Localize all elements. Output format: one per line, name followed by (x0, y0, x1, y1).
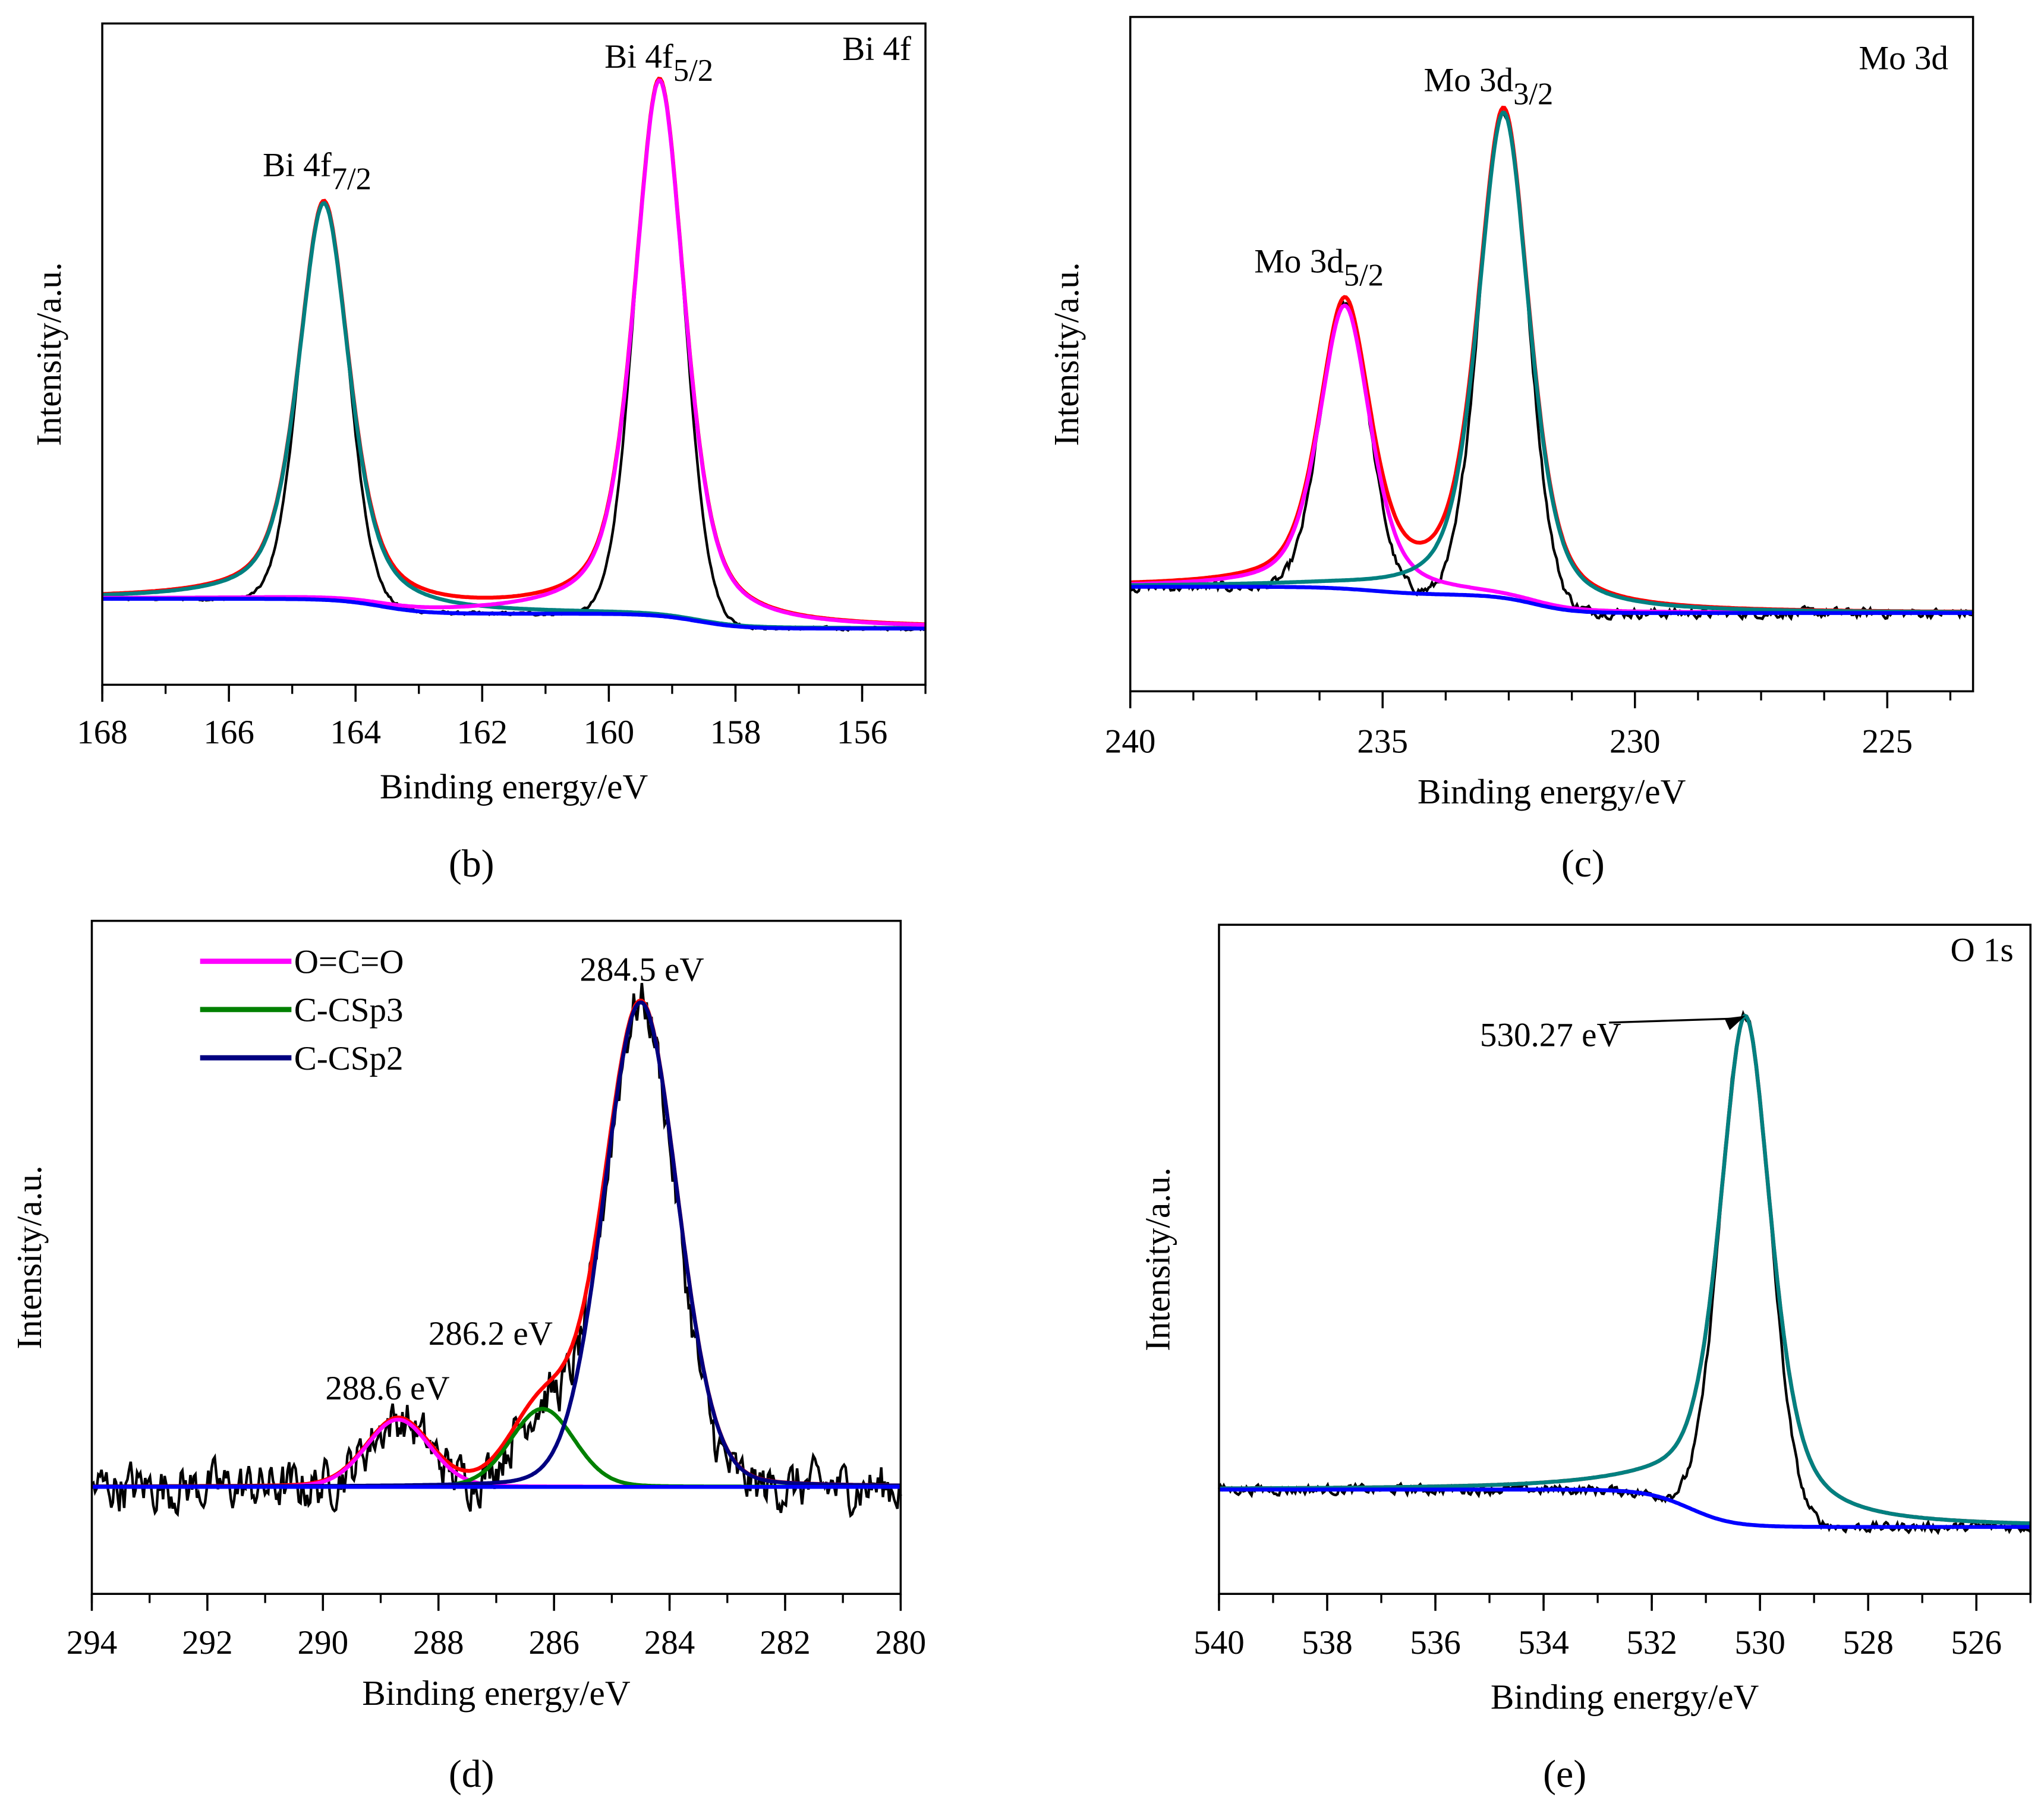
y-axis-title: Intensity/a.u. (1138, 1168, 1177, 1351)
x-tick-label: 526 (1951, 1624, 2002, 1661)
y-axis-title: Intensity/a.u. (1047, 262, 1086, 446)
peak-label: 530.27 eV (1480, 1016, 1621, 1054)
x-tick-label: 294 (67, 1624, 118, 1661)
x-axis-title: Binding energy/eV (362, 1673, 631, 1713)
plot-frame (1129, 15, 1974, 693)
x-tick-label: 230 (1610, 723, 1661, 760)
x-tick-label: 225 (1862, 723, 1913, 760)
x-tick-label: 158 (710, 714, 761, 751)
peak-label-subscript: 3/2 (1513, 77, 1553, 112)
peak-label-subscript: 7/2 (332, 162, 371, 196)
envelope-fit-line (1218, 1013, 2031, 1525)
raw-data-line (90, 983, 902, 1518)
plot-frame (1218, 923, 2032, 1596)
peak-label-main: 286.2 eV (429, 1315, 553, 1352)
peak-label-main: 530.27 eV (1480, 1016, 1621, 1054)
panel-c: 240 235 230 225 Binding energy/eV Intensity/a… (1047, 15, 1974, 885)
peak-label: Mo 3d3/2 (1424, 62, 1554, 112)
peak-label: 284.5 eV (579, 951, 704, 989)
panel-e: 540 538 536 534 532 530 528 526 Binding energy/e… (1138, 923, 2032, 1796)
x-tick-label: 290 (298, 1624, 349, 1661)
x-axis-title: Binding energy/eV (1491, 1677, 1759, 1716)
peak-label: 288.6 eV (325, 1370, 449, 1407)
y-axis-title: Intensity/a.u. (10, 1165, 49, 1349)
peak-label: Bi 4f7/2 (263, 146, 371, 196)
x-tick-label: 164 (330, 714, 381, 751)
x-tick-label: 540 (1193, 1624, 1245, 1661)
component-line-0 (102, 201, 926, 630)
panel-title: Mo 3d (1859, 39, 1948, 77)
peak-label: Bi 4f5/2 (604, 38, 713, 88)
x-tick-label: 534 (1518, 1624, 1569, 1661)
panel-b: 168 166 164 162 160 158 156 Binding energy/eV In… (29, 22, 927, 885)
x-tick-label: 235 (1357, 723, 1408, 760)
background-line (102, 597, 926, 631)
x-tick-label: 528 (1843, 1624, 1894, 1661)
x-tick-label: 162 (457, 714, 508, 751)
envelope-fit-line (102, 76, 926, 626)
panel-caption: (b) (449, 842, 495, 885)
x-tick-label: 240 (1105, 723, 1156, 760)
panel-caption: (e) (1543, 1752, 1586, 1796)
x-tick-label: 532 (1626, 1624, 1677, 1661)
peak-label-main: Bi 4f (263, 146, 332, 184)
x-tick-label: 168 (77, 714, 128, 751)
peak-label-main: Bi 4f (604, 38, 673, 75)
legend-label: C-CSp2 (294, 1040, 404, 1077)
x-tick-label: 292 (182, 1624, 233, 1661)
x-tick-label: 286 (528, 1624, 579, 1661)
background-line (1218, 1487, 2031, 1529)
peak-label-main: Mo 3d (1424, 62, 1514, 99)
plot-frame (90, 919, 902, 1596)
envelope-fit-line (92, 998, 901, 1489)
arrow-head-icon (1724, 1016, 1746, 1030)
legend-label: O=C=O (294, 943, 404, 980)
peak-label-subscript: 5/2 (1344, 258, 1384, 293)
x-tick-label: 538 (1302, 1624, 1353, 1661)
x-tick-label: 536 (1410, 1624, 1461, 1661)
peak-label: 286.2 eV (429, 1315, 553, 1352)
component-line-2 (92, 1000, 901, 1489)
panel-caption: (d) (449, 1752, 495, 1796)
x-axis-title: Binding energy/eV (1418, 772, 1686, 811)
peak-label-subscript: 5/2 (673, 53, 713, 88)
x-tick-label: 288 (413, 1624, 464, 1661)
x-tick-label: 284 (644, 1624, 695, 1661)
x-tick-label: 530 (1734, 1624, 1785, 1661)
raw-data-line (1217, 1010, 2032, 1535)
peak-label-main: Mo 3d (1254, 243, 1344, 280)
raw-data-line (1129, 109, 1974, 622)
component-line-0 (1218, 1013, 2031, 1525)
plot-frame (101, 22, 927, 686)
legend-label: C-CSp3 (294, 992, 404, 1029)
x-tick-label: 160 (584, 714, 635, 751)
background-line (1130, 585, 1973, 615)
peak-label: Mo 3d5/2 (1254, 243, 1384, 293)
x-tick-label: 156 (837, 714, 888, 751)
panel-caption: (c) (1561, 842, 1605, 885)
raw-data-line (102, 78, 926, 632)
y-axis-title: Intensity/a.u. (29, 262, 68, 446)
x-axis-title: Binding energy/eV (380, 767, 648, 806)
annotation-arrow (1609, 1017, 1740, 1024)
panel-d: 294 292 290 288 286 284 282 280 Binding energy/e… (10, 919, 927, 1796)
peak-label-main: 288.6 eV (325, 1370, 449, 1407)
panel-title: Bi 4f (842, 30, 911, 68)
peak-label-main: 284.5 eV (579, 951, 704, 989)
x-tick-label: 282 (760, 1624, 811, 1661)
panel-title: O 1s (1950, 932, 2013, 969)
component-line-1 (102, 78, 926, 627)
x-tick-label: 280 (875, 1624, 927, 1661)
x-tick-label: 166 (203, 714, 254, 751)
